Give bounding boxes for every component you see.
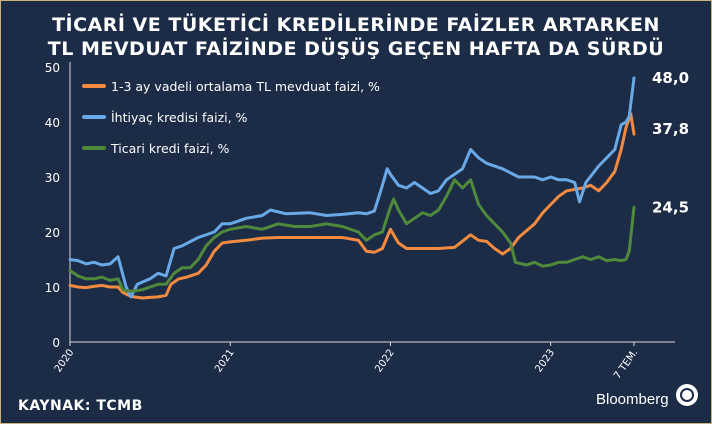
legend-label-1: 1-3 ay vadeli ortalama TL mevduat faizi,…	[111, 79, 380, 94]
series-end-label-2: 48,0	[652, 69, 689, 87]
y-tick-label: 40	[45, 116, 60, 130]
bloomberg-ht-seal-icon	[676, 384, 698, 406]
x-tick-label: 2021	[213, 347, 237, 374]
y-tick-label: 10	[45, 281, 60, 295]
y-tick-label: 20	[45, 226, 60, 240]
y-tick-label: 50	[45, 61, 60, 75]
chart-title-line1: TİCARİ VE TÜKETİCİ KREDİLERİNDE FAİZLER …	[52, 14, 660, 36]
x-tick-label: 2022	[373, 347, 397, 374]
x-tick-label: 2020	[53, 347, 77, 374]
series-line-3	[68, 178, 636, 293]
series-line-1	[68, 112, 636, 300]
series-end-label-1: 37,8	[652, 120, 689, 138]
bloomberg-logo: Bloomberg	[596, 391, 669, 408]
series-line-2	[68, 76, 636, 299]
x-tick-label: 7 TEM.	[612, 347, 640, 381]
legend-label-2: İhtiyaç kredisi faizi, %	[111, 110, 248, 125]
source-note: KAYNAK: TCMB	[18, 398, 143, 414]
x-tick-label: 2023	[534, 347, 558, 374]
legend-label-3: Ticari kredi faizi, %	[110, 141, 230, 156]
chart-title-line2: TL MEVDUAT FAİZİNDE DÜŞÜŞ GEÇEN HAFTA DA…	[47, 38, 665, 60]
y-tick-label: 0	[52, 336, 60, 350]
y-tick-label: 30	[45, 171, 60, 185]
series-end-label-3: 24,5	[652, 198, 689, 216]
